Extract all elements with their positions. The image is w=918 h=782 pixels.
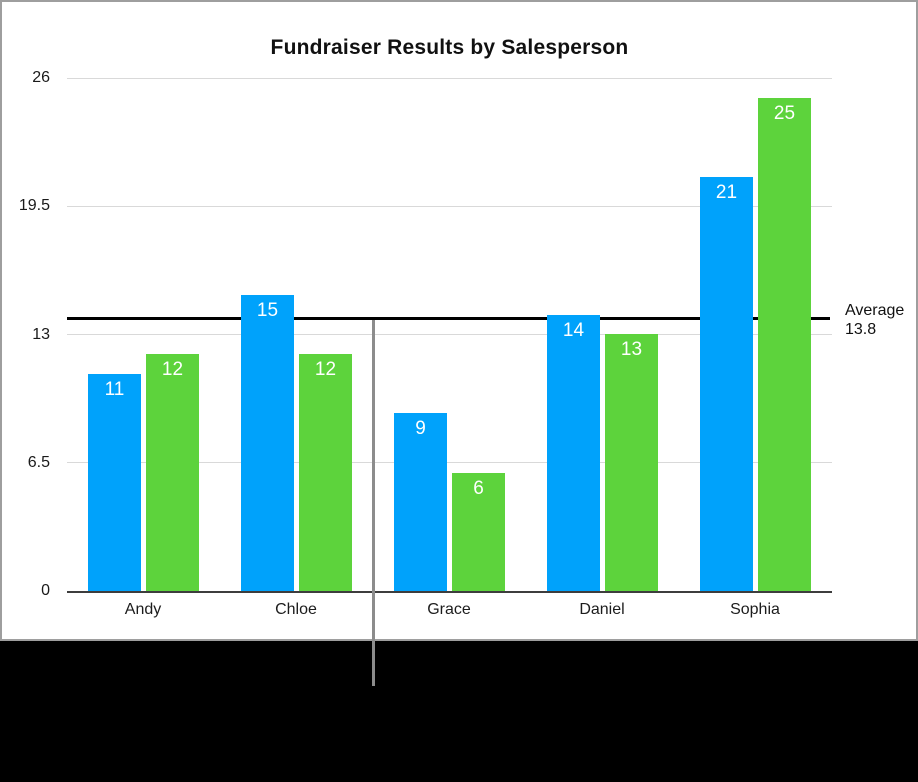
gridline <box>67 206 832 207</box>
bar-grace-green-series: 6 <box>452 473 505 591</box>
chart-title: Fundraiser Results by Salesperson <box>270 36 629 59</box>
bar-value-label: 11 <box>104 379 125 400</box>
x-label-sophia: Sophia <box>730 601 780 618</box>
bar-daniel-green-series: 13 <box>605 334 658 591</box>
callout-pointer-line <box>372 320 375 686</box>
gridline <box>67 78 832 79</box>
x-label-grace: Grace <box>427 601 471 618</box>
bar-value-label: 15 <box>256 300 279 321</box>
x-label-daniel: Daniel <box>579 601 625 618</box>
y-tick-label: 6.5 <box>27 454 50 471</box>
bar-daniel-blue-series: 14 <box>547 315 600 591</box>
bar-sophia-green-series: 25 <box>758 98 811 591</box>
average-line-label: Average 13.8 <box>845 301 917 339</box>
average-reference-line <box>67 317 830 320</box>
caption-area-black <box>0 641 918 782</box>
average-value-text: 13.8 <box>845 321 877 338</box>
bar-chloe-green-series: 12 <box>299 354 352 591</box>
bar-sophia-blue-series: 21 <box>700 177 753 591</box>
gridline <box>67 334 832 335</box>
chart-panel: Fundraiser Results by Salesperson Averag… <box>0 0 918 641</box>
bar-value-label: 25 <box>773 103 796 124</box>
bar-value-label: 21 <box>715 182 738 203</box>
gridline <box>67 462 832 463</box>
bar-value-label: 13 <box>620 339 643 360</box>
y-tick-label: 13 <box>32 326 50 343</box>
average-label-text: Average <box>845 302 905 319</box>
bar-value-label: 12 <box>314 359 337 380</box>
y-tick-label: 19.5 <box>18 197 50 214</box>
bar-andy-blue-series: 11 <box>88 374 141 591</box>
bar-chloe-blue-series: 15 <box>241 295 294 591</box>
bar-value-label: 14 <box>562 320 585 341</box>
x-axis-baseline <box>67 591 832 593</box>
bar-value-label: 9 <box>415 418 426 439</box>
x-label-chloe: Chloe <box>275 601 317 618</box>
bar-andy-green-series: 12 <box>146 354 199 591</box>
y-tick-label: 0 <box>41 582 50 599</box>
bar-value-label: 12 <box>161 359 184 380</box>
y-tick-label: 26 <box>32 69 50 86</box>
bar-grace-blue-series: 9 <box>394 413 447 591</box>
x-label-andy: Andy <box>124 601 162 618</box>
bar-value-label: 6 <box>473 478 484 499</box>
